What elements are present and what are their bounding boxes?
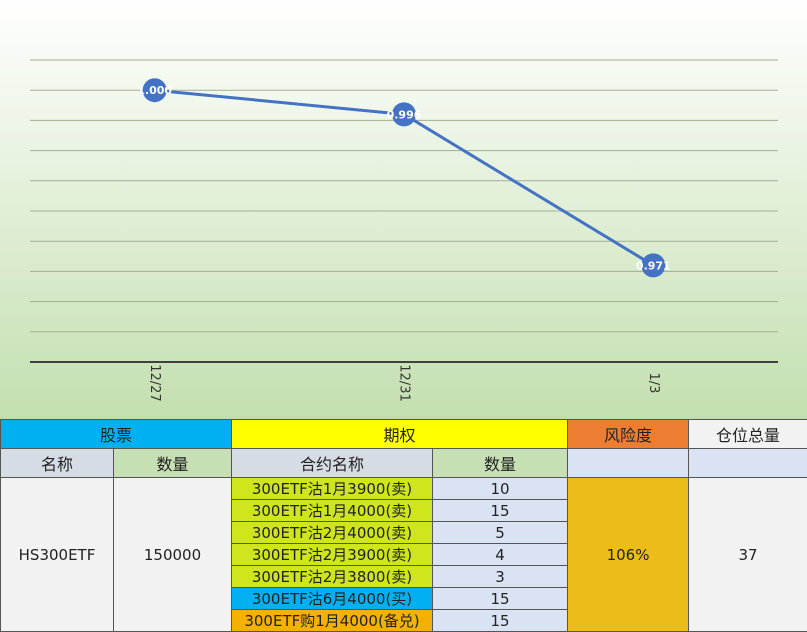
- data-label: 1.000: [137, 84, 172, 97]
- option-name: 300ETF沽2月4000(卖): [232, 522, 433, 544]
- option-name: 300ETF沽1月4000(卖): [232, 500, 433, 522]
- option-quantity: 5: [433, 522, 568, 544]
- column-header: 数量: [433, 449, 568, 478]
- option-name: 300ETF沽2月3800(卖): [232, 566, 433, 588]
- option-name: 300ETF沽1月3900(卖): [232, 478, 433, 500]
- x-tick-label: 12/27: [147, 364, 162, 401]
- column-header: 数量: [114, 449, 232, 478]
- stock-quantity: 150000: [114, 478, 232, 632]
- risk-level: 106%: [568, 478, 689, 632]
- option-quantity: 4: [433, 544, 568, 566]
- x-tick-label: 12/31: [397, 364, 412, 401]
- column-header: 名称: [1, 449, 114, 478]
- empty-cell: [689, 449, 807, 478]
- data-label: 0.996: [387, 108, 422, 121]
- empty-cell: [568, 449, 689, 478]
- group-header: 风险度: [568, 420, 689, 449]
- option-quantity: 3: [433, 566, 568, 588]
- chart: 12/27 12/31 1/3 1.000 0.996 0.971: [0, 0, 807, 419]
- data-label: 0.971: [636, 259, 671, 272]
- total-position: 37: [689, 478, 807, 632]
- group-header: 仓位总量: [689, 420, 807, 449]
- option-quantity: 15: [433, 500, 568, 522]
- option-quantity: 10: [433, 478, 568, 500]
- option-quantity: 15: [433, 588, 568, 610]
- group-header: 期权: [232, 420, 568, 449]
- option-name: 300ETF沽2月3900(卖): [232, 544, 433, 566]
- column-header: 合约名称: [232, 449, 433, 478]
- chart-background: [0, 0, 807, 419]
- group-header: 股票: [1, 420, 232, 449]
- option-name: 300ETF沽6月4000(买): [232, 588, 433, 610]
- x-tick-label: 1/3: [646, 373, 661, 394]
- option-quantity: 15: [433, 610, 568, 632]
- option-name: 300ETF购1月4000(备兑): [232, 610, 433, 632]
- stock-name: HS300ETF: [1, 478, 114, 632]
